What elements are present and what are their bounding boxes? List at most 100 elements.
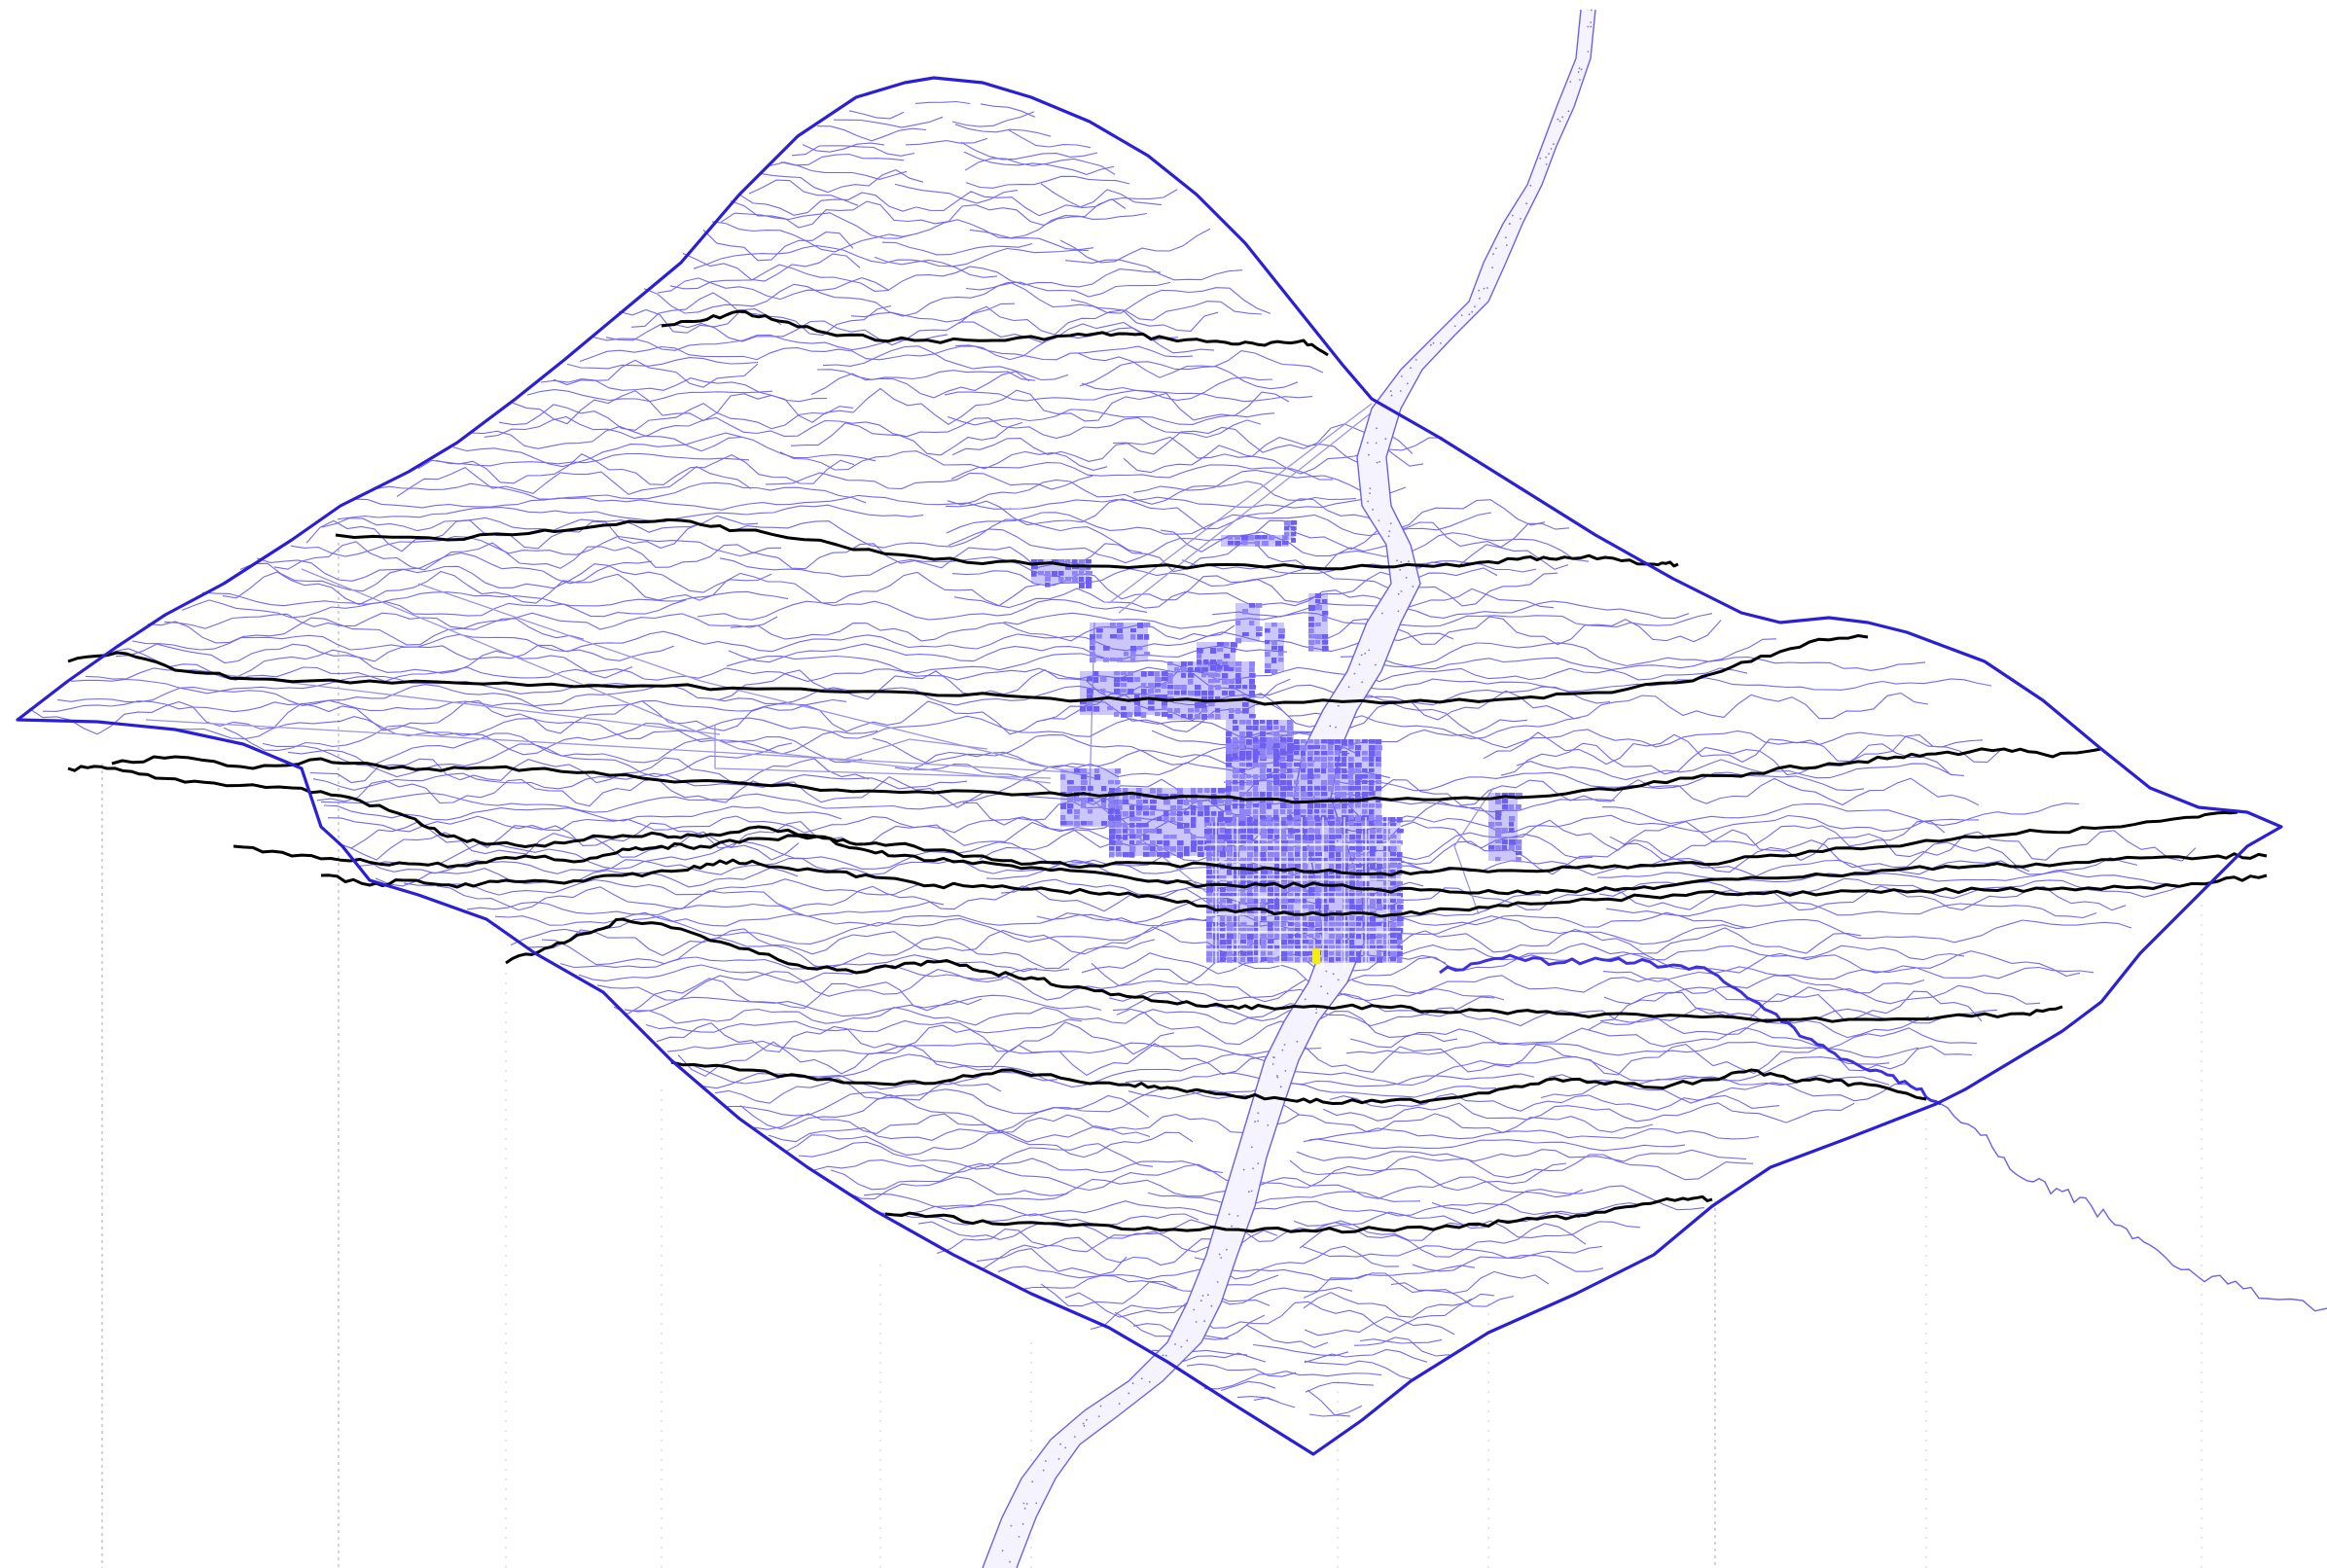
urban-block [1302, 846, 1307, 852]
river-stipple [1548, 153, 1550, 156]
urban-block [1247, 840, 1253, 845]
urban-block [1274, 916, 1280, 921]
urban-block [1081, 798, 1088, 803]
urban-block [1287, 755, 1294, 760]
urban-block [1308, 634, 1315, 639]
urban-block [1342, 757, 1347, 763]
river-stipple [1031, 1480, 1034, 1483]
urban-block [1295, 893, 1301, 898]
urban-block [1362, 757, 1369, 762]
river-stipple [1257, 1162, 1260, 1164]
urban-block [1336, 875, 1342, 880]
urban-block [1267, 720, 1272, 726]
urban-block [1370, 829, 1377, 835]
contour-line [947, 409, 1275, 426]
urban-block [1184, 811, 1190, 816]
urban-block [1328, 821, 1335, 826]
urban-block [1235, 541, 1240, 546]
urban-block [1273, 815, 1279, 821]
river-stipple [1257, 1120, 1259, 1123]
contour-line [316, 775, 1980, 808]
urban-block [1348, 739, 1354, 744]
urban-block [1246, 751, 1252, 756]
urban-block [1321, 803, 1327, 808]
urban-block [1377, 951, 1382, 957]
urban-block [1162, 712, 1168, 717]
contour-line [720, 212, 913, 239]
urban-block [1291, 532, 1297, 537]
urban-block [1271, 623, 1277, 627]
contour-line [1090, 1298, 1473, 1334]
urban-block [1206, 957, 1212, 962]
urban-block [1184, 800, 1190, 805]
urban-block [1206, 864, 1212, 870]
urban-block [1342, 846, 1348, 852]
urban-block [1225, 805, 1231, 811]
urban-block [1210, 648, 1217, 654]
urban-block [1308, 646, 1314, 652]
urban-block [1254, 910, 1260, 915]
contour-line [466, 901, 945, 917]
river-stipple [1553, 143, 1555, 146]
urban-block [1220, 957, 1226, 963]
urban-block [1302, 905, 1308, 909]
river-stipple [1587, 25, 1590, 28]
river-stipple [1520, 218, 1522, 220]
urban-block [1267, 803, 1272, 809]
urban-block [1315, 593, 1322, 599]
urban-block [1268, 951, 1273, 956]
river-stipple [1180, 1345, 1183, 1348]
urban-block [1302, 899, 1307, 904]
river-stipple [1231, 1225, 1233, 1228]
urban-block [1288, 846, 1294, 851]
urban-block [1355, 739, 1361, 744]
urban-block [1093, 677, 1099, 683]
urban-block [1072, 571, 1078, 576]
urban-block [1342, 852, 1349, 858]
contour-line [1147, 1191, 1421, 1208]
urban-block [1246, 809, 1252, 815]
river-stipple [1389, 390, 1392, 392]
urban-block [1254, 916, 1260, 922]
urban-block [1141, 683, 1147, 688]
urban-block [1164, 800, 1170, 805]
urban-block [1280, 809, 1286, 815]
contour-line [790, 421, 1023, 456]
urban-block [1181, 661, 1188, 667]
highlighted-parcel [1312, 948, 1320, 964]
urban-block [1376, 803, 1382, 808]
urban-block [1390, 957, 1396, 962]
urban-block [1302, 858, 1307, 864]
urban-block [1369, 751, 1376, 757]
urban-block [1369, 815, 1375, 821]
urban-block [1227, 922, 1234, 928]
river-stipple [1577, 71, 1580, 73]
urban-block [1315, 640, 1321, 645]
river-stipple [1199, 1300, 1202, 1302]
urban-block [1355, 792, 1361, 798]
urban-block [1144, 634, 1150, 640]
urban-block [1295, 940, 1301, 945]
urban-block [1502, 839, 1508, 845]
river-stipple [1074, 1436, 1076, 1438]
urban-block [1246, 731, 1253, 737]
urban-block [1336, 846, 1342, 852]
urban-block [1308, 605, 1315, 611]
river-stipple [1035, 1502, 1038, 1505]
urban-block [1115, 768, 1122, 774]
urban-block [1231, 642, 1237, 648]
urban-block [1134, 677, 1141, 682]
urban-block [1234, 940, 1239, 944]
river-stipple [1271, 1063, 1274, 1065]
urban-block [1114, 671, 1121, 676]
urban-block [1342, 739, 1348, 745]
urban-block [1308, 928, 1314, 933]
urban-block [1342, 835, 1348, 839]
contour-line [765, 472, 1093, 490]
urban-block [1335, 786, 1342, 791]
river-stipple [1022, 1502, 1025, 1505]
urban-block [1342, 916, 1348, 921]
urban-block [1302, 829, 1308, 834]
urban-block [1081, 821, 1088, 826]
contour-line [1329, 1092, 1780, 1112]
